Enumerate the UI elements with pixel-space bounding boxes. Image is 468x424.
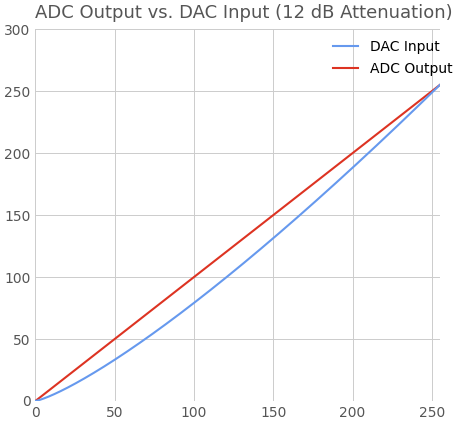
ADC Output — [90, 371, 96, 376]
DAC Input — [437, 83, 443, 88]
Text: ADC Output vs. DAC Input (12 dB Attenuation): ADC Output vs. DAC Input (12 dB Attenuat… — [36, 4, 453, 22]
DAC Input — [90, 353, 96, 358]
Line: DAC Input: DAC Input — [36, 85, 440, 401]
DAC Input — [211, 259, 216, 265]
DAC Input — [363, 140, 369, 145]
ADC Output — [211, 285, 216, 290]
DAC Input — [33, 399, 38, 404]
ADC Output — [437, 83, 443, 88]
Legend: DAC Input, ADC Output: DAC Input, ADC Output — [333, 40, 452, 76]
ADC Output — [167, 318, 173, 324]
DAC Input — [167, 293, 173, 298]
ADC Output — [41, 396, 46, 401]
ADC Output — [33, 399, 38, 404]
ADC Output — [363, 153, 369, 158]
Line: ADC Output: ADC Output — [36, 85, 440, 401]
DAC Input — [41, 392, 46, 397]
ADC Output — [394, 124, 399, 129]
DAC Input — [394, 117, 399, 122]
